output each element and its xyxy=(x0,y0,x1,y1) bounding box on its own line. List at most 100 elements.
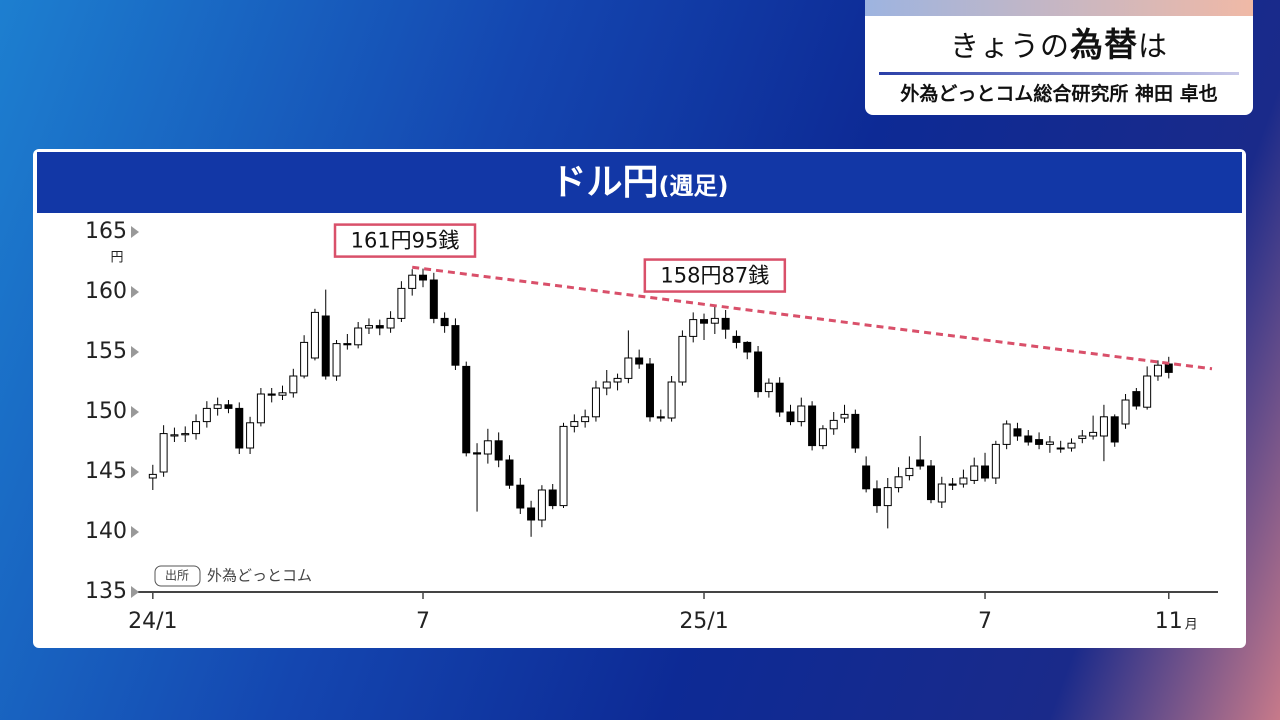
candle-body xyxy=(429,279,438,319)
annotation-label: 161円95銭 xyxy=(351,229,460,253)
candle-body xyxy=(710,317,719,324)
candle-body xyxy=(970,465,979,481)
candle-body xyxy=(829,419,838,430)
candle-body xyxy=(905,467,914,477)
candle-body xyxy=(451,325,460,366)
candle-body xyxy=(235,407,244,449)
trend-line xyxy=(412,265,1213,371)
x-tick-label: 11 xyxy=(1155,609,1183,634)
candle-body xyxy=(375,325,384,329)
x-tick-label: 25/1 xyxy=(679,609,728,634)
candle-body xyxy=(192,421,201,435)
candle-body xyxy=(851,413,860,449)
candle-body xyxy=(332,343,341,377)
candle-body xyxy=(462,365,471,454)
candle-body xyxy=(321,315,330,377)
candle-body xyxy=(991,443,1000,479)
candle-body xyxy=(981,465,990,479)
candle-body xyxy=(1067,442,1076,449)
candle-body xyxy=(743,341,752,353)
source-badge-box xyxy=(154,565,201,587)
candle-body xyxy=(548,489,557,507)
candle-body xyxy=(1121,399,1130,425)
candle-body xyxy=(700,319,709,324)
candle-body xyxy=(570,421,579,427)
y-tick-label: 140 xyxy=(85,519,127,544)
x-unit: 月 xyxy=(1185,618,1198,633)
candle-body xyxy=(591,387,600,418)
candle-body xyxy=(148,473,157,479)
candle-body xyxy=(635,357,644,365)
candle-body xyxy=(959,477,968,485)
candle-body xyxy=(883,487,892,507)
y-tick-label: 160 xyxy=(85,279,127,304)
y-tick-mark xyxy=(131,466,139,478)
candle-body xyxy=(656,416,665,419)
y-tick-mark xyxy=(131,226,139,238)
candle-body xyxy=(483,440,492,455)
candle-body xyxy=(213,404,222,409)
candle-body xyxy=(926,465,935,501)
candle-body xyxy=(354,327,363,346)
candle-body xyxy=(1035,439,1044,445)
title-post: は xyxy=(1138,29,1169,63)
candle-body xyxy=(1132,391,1141,407)
candle-body xyxy=(159,433,168,473)
candle-body xyxy=(818,428,827,447)
candle-body xyxy=(202,407,211,423)
badge-rule xyxy=(879,72,1239,75)
candle-body xyxy=(1153,364,1162,377)
chart-subtitle: (週足) xyxy=(658,172,729,200)
candle-body xyxy=(397,287,406,319)
candle-body xyxy=(289,375,298,394)
chart-panel: ドル円(週足) xyxy=(33,149,1246,648)
candle-body xyxy=(419,274,428,281)
candle-body xyxy=(862,465,871,490)
candle-body xyxy=(764,382,773,393)
candle-body xyxy=(602,381,611,389)
candle-body xyxy=(224,404,233,409)
candle-body xyxy=(840,413,849,419)
annotation-label: 158円87銭 xyxy=(660,264,769,288)
candle-body xyxy=(494,440,503,461)
candle-body xyxy=(613,377,622,383)
candle-body xyxy=(1045,441,1054,445)
chart-title-bar: ドル円(週足) xyxy=(37,152,1242,213)
candle-body xyxy=(689,319,698,337)
y-tick-label: 165 xyxy=(85,219,127,244)
candle-body xyxy=(343,343,352,346)
x-tick-label: 7 xyxy=(416,609,430,634)
y-unit: 円 xyxy=(110,251,123,266)
candle-body xyxy=(667,381,676,419)
candle-body xyxy=(808,405,817,447)
y-tick-label: 155 xyxy=(85,339,127,364)
candle-body xyxy=(505,459,514,486)
candle-body xyxy=(408,274,417,289)
candle-body xyxy=(581,416,590,423)
candle-body xyxy=(1099,416,1108,437)
candle-body xyxy=(364,325,373,329)
y-tick-mark xyxy=(131,286,139,298)
badge-strip xyxy=(865,0,1253,16)
y-tick-mark xyxy=(131,406,139,418)
x-tick-label: 7 xyxy=(978,609,992,634)
source-badge: 出所 xyxy=(165,569,189,583)
title-pre: きょうの xyxy=(949,29,1070,63)
candle-body xyxy=(948,483,957,486)
chart-title: ドル円 xyxy=(550,162,659,203)
candle-body xyxy=(894,476,903,489)
speaker: 外為どっとコム総合研究所 神田 卓也 xyxy=(900,83,1218,105)
candle-body xyxy=(246,422,255,449)
candle-body xyxy=(1078,435,1087,439)
candle-body xyxy=(1164,363,1173,373)
y-tick-mark xyxy=(131,526,139,538)
candle-body xyxy=(916,459,925,467)
candle-body xyxy=(1024,435,1033,443)
candle-body xyxy=(386,317,395,329)
candle-body xyxy=(181,433,190,436)
candle-body xyxy=(678,335,687,383)
candle-body xyxy=(732,335,741,343)
candle-body xyxy=(559,425,568,507)
